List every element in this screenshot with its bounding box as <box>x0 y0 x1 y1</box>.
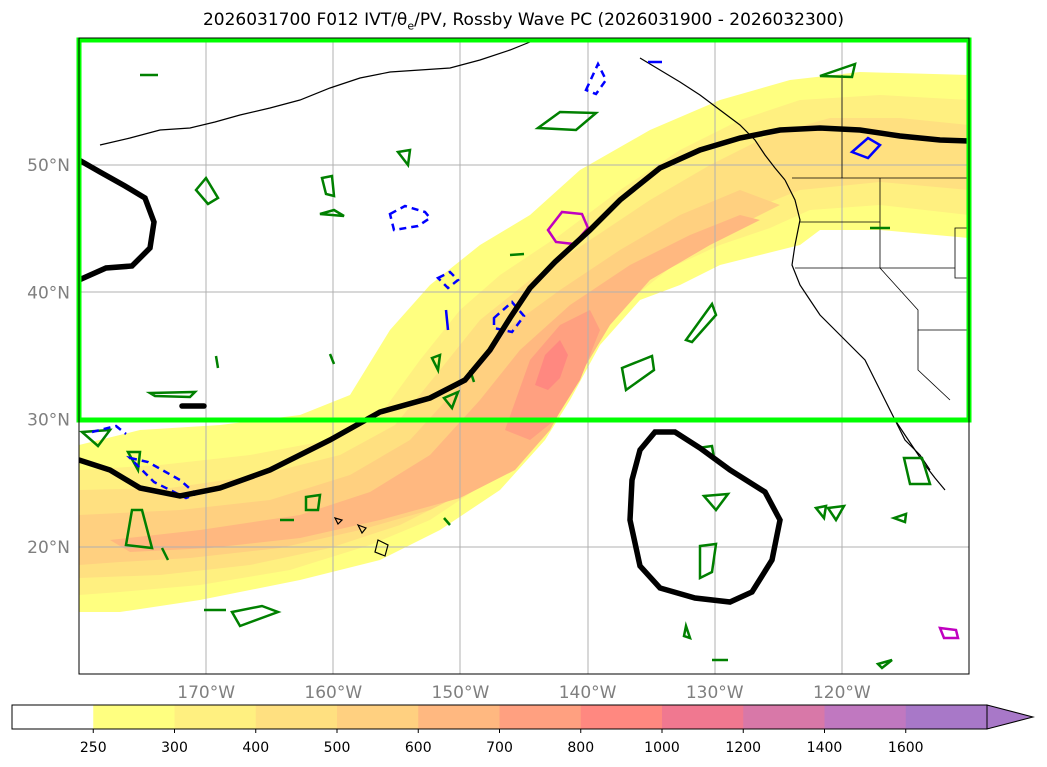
colorbar: 250 300 400 500 600 700 800 1000 1200 1400 1600 <box>11 704 1035 756</box>
plot-frame <box>78 37 970 675</box>
lon-label-0: 170°W <box>177 683 235 703</box>
colorbar-swatch-3 <box>255 705 338 729</box>
colorbar-swatch-8 <box>662 705 744 729</box>
hawaii-oahu <box>333 517 344 526</box>
lat-label-2: 30°N <box>27 411 70 431</box>
lon-label-1: 160°W <box>304 683 362 703</box>
colorbar-swatch-0 <box>12 705 94 729</box>
colorbar-label-0: 250 <box>80 740 107 756</box>
baja-coast <box>894 419 931 471</box>
ivt-shading <box>79 72 969 612</box>
lat-label-0: 50°N <box>27 156 70 176</box>
pv-contours-magenta <box>546 210 960 640</box>
latitude-labels: 50°N 40°N 30°N 20°N <box>27 156 70 558</box>
hawaii-big <box>374 539 389 557</box>
colorbar-label-1: 300 <box>161 740 188 756</box>
lon-label-2: 150°W <box>432 683 490 703</box>
ivt-band-800 <box>535 340 568 390</box>
colorbar-swatch-7 <box>580 705 663 729</box>
colorbar-label-3: 500 <box>324 740 351 756</box>
alaska-coast <box>99 41 531 146</box>
lon-label-4: 130°W <box>686 683 744 703</box>
lat-label-3: 20°N <box>27 538 70 558</box>
colorbar-swatch-11 <box>905 705 988 729</box>
hawaii-maui <box>356 523 367 535</box>
rossby-trough-line <box>79 125 969 499</box>
alaska-panhandle <box>639 57 786 181</box>
colorbar-swatch-4 <box>337 705 419 729</box>
longitude-labels: 170°W 160°W 150°W 140°W 130°W 120°W <box>177 683 871 703</box>
colorbar-label-10: 1600 <box>888 740 924 756</box>
rossby-wave-contours <box>79 125 969 605</box>
rossby-low-east <box>627 429 783 605</box>
colorbar-swatch-5 <box>418 705 500 729</box>
lat-label-1: 40°N <box>27 283 70 303</box>
colorbar-label-4: 600 <box>405 740 432 756</box>
colorbar-label-7: 1000 <box>644 740 680 756</box>
colorbar-swatch-6 <box>499 705 582 729</box>
colorbar-label-5: 700 <box>486 740 513 756</box>
lon-label-5: 120°W <box>813 683 871 703</box>
ivt-band-600 <box>110 215 760 552</box>
colorbar-label-6: 800 <box>567 740 594 756</box>
lon-label-3: 140°W <box>559 683 617 703</box>
colorbar-label-2: 400 <box>242 740 269 756</box>
colorbar-swatch-1 <box>93 705 175 729</box>
rossby-ridge-west <box>79 157 157 283</box>
map-title: 2026031700 F012 IVT/θe/PV, Rossby Wave P… <box>202 10 845 33</box>
colorbar-swatch-9 <box>743 705 825 729</box>
coastlines <box>99 41 946 557</box>
borders <box>792 75 969 401</box>
colorbar-label-9: 1400 <box>807 740 843 756</box>
colorbar-label-8: 1200 <box>725 740 761 756</box>
colorbar-extend-arrow <box>986 704 1035 730</box>
colorbar-swatch-10 <box>824 705 907 729</box>
colorbar-swatch-2 <box>174 705 257 729</box>
